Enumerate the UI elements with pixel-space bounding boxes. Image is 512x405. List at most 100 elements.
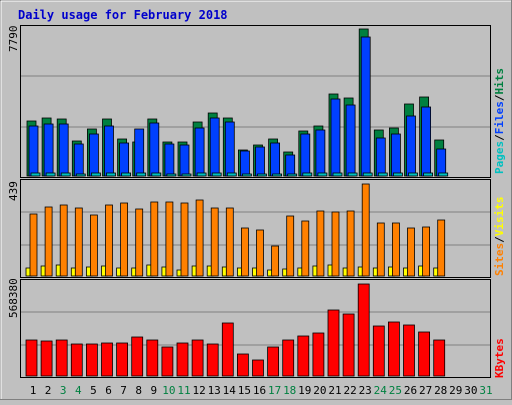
- bar-files: [270, 142, 281, 177]
- x-tick-label: 5: [90, 384, 97, 397]
- legend-kbytes: KBytes: [493, 338, 506, 378]
- x-tick-label: 10: [162, 384, 175, 397]
- x-tick-label: 22: [343, 384, 356, 397]
- bar-files: [164, 143, 175, 177]
- x-tick-label: 12: [192, 384, 205, 397]
- bar-sites: [90, 214, 98, 277]
- bar-files: [28, 125, 39, 177]
- x-tick-label: 1: [30, 384, 37, 397]
- x-tick-label: 20: [313, 384, 326, 397]
- x-tick-label: 21: [328, 384, 341, 397]
- bar-kbytes: [191, 339, 204, 377]
- bar-kbytes: [418, 331, 431, 377]
- bar-sites: [180, 202, 189, 277]
- chart-title: Daily usage for February 2018: [18, 8, 228, 22]
- x-tick-label: 25: [389, 384, 402, 397]
- bar-kbytes: [86, 343, 98, 377]
- bar-sites: [105, 204, 113, 277]
- max-label-hits: 7790: [7, 26, 20, 53]
- bar-sites: [195, 199, 204, 277]
- bar-sites: [407, 227, 415, 277]
- bar-files: [149, 122, 160, 177]
- bar-files: [390, 133, 401, 177]
- bar-sites: [74, 207, 83, 277]
- bar-pages: [106, 172, 116, 177]
- bar-kbytes: [131, 336, 144, 377]
- x-tick-label: 24: [374, 384, 388, 397]
- bar-kbytes: [101, 342, 113, 377]
- max-label-kbytes: 568380: [7, 278, 20, 318]
- bar-files: [89, 133, 99, 177]
- bar-pages: [302, 172, 313, 177]
- bar-files: [360, 36, 371, 177]
- bar-files: [421, 106, 432, 177]
- bar-files: [330, 98, 341, 177]
- x-tick-label: 18: [283, 384, 296, 397]
- bar-kbytes: [40, 340, 53, 377]
- bar-kbytes: [297, 335, 310, 377]
- bar-pages: [75, 173, 86, 177]
- bar-files: [285, 154, 296, 177]
- bar-pages: [60, 172, 71, 177]
- bar-kbytes: [387, 321, 400, 377]
- x-tick-label: 26: [404, 384, 417, 397]
- bar-files: [345, 104, 356, 177]
- bar-files: [239, 150, 250, 177]
- bar-pages: [438, 172, 449, 177]
- bar-pages: [377, 172, 388, 177]
- x-tick-label: 17: [268, 384, 281, 397]
- legend-separator-1: /: [493, 134, 506, 141]
- bar-files: [179, 144, 190, 177]
- x-tick-label: 16: [253, 384, 266, 397]
- legend-files: Files: [493, 101, 506, 134]
- bar-sites: [437, 219, 446, 277]
- bar-files: [300, 133, 311, 177]
- legend-top: Pages/Files/Hits: [493, 68, 506, 174]
- bar-pages: [196, 172, 207, 177]
- x-tick-label: 30: [464, 384, 477, 397]
- bar-kbytes: [161, 346, 174, 377]
- bar-sites: [120, 202, 128, 277]
- x-tick-label: 15: [238, 384, 251, 397]
- x-tick-label: 7: [120, 384, 127, 397]
- bar-kbytes: [176, 342, 189, 377]
- x-tick-label: 31: [479, 384, 492, 397]
- bar-files: [224, 121, 235, 177]
- x-tick-label: 27: [419, 384, 432, 397]
- legend-separator-2: /: [493, 94, 506, 101]
- bar-kbytes: [146, 339, 159, 377]
- bar-files: [194, 127, 205, 177]
- x-tick-label: 14: [223, 384, 237, 397]
- bar-pages: [362, 172, 373, 177]
- bar-kbytes: [55, 339, 68, 377]
- legend-sites: Sites: [493, 243, 506, 276]
- x-tick-label: 8: [135, 384, 142, 397]
- bar-pages: [121, 172, 131, 177]
- bar-kbytes: [282, 339, 295, 377]
- bar-kbytes: [236, 353, 249, 377]
- x-tick-label: 13: [208, 384, 221, 397]
- bar-files: [104, 125, 114, 177]
- x-tick-label: 28: [434, 384, 447, 397]
- bar-pages: [241, 173, 252, 177]
- x-tick-label: 6: [105, 384, 112, 397]
- bar-files: [119, 142, 129, 177]
- bar-pages: [30, 172, 41, 177]
- x-tick-label: 11: [177, 384, 190, 397]
- bar-kbytes: [70, 343, 83, 377]
- bar-pages: [392, 172, 403, 177]
- bar-sites: [346, 210, 355, 277]
- bar-kbytes: [327, 309, 340, 377]
- bar-sites: [256, 229, 264, 277]
- bar-sites: [316, 210, 325, 277]
- x-tick-label: 23: [359, 384, 372, 397]
- bar-pages: [332, 172, 343, 177]
- bar-pages: [211, 172, 222, 177]
- bar-kbytes: [312, 332, 325, 377]
- bar-pages: [272, 173, 283, 177]
- bar-sites: [391, 222, 400, 277]
- bar-kbytes: [25, 339, 38, 377]
- bar-kbytes: [372, 325, 385, 377]
- x-tick-label: 2: [45, 384, 52, 397]
